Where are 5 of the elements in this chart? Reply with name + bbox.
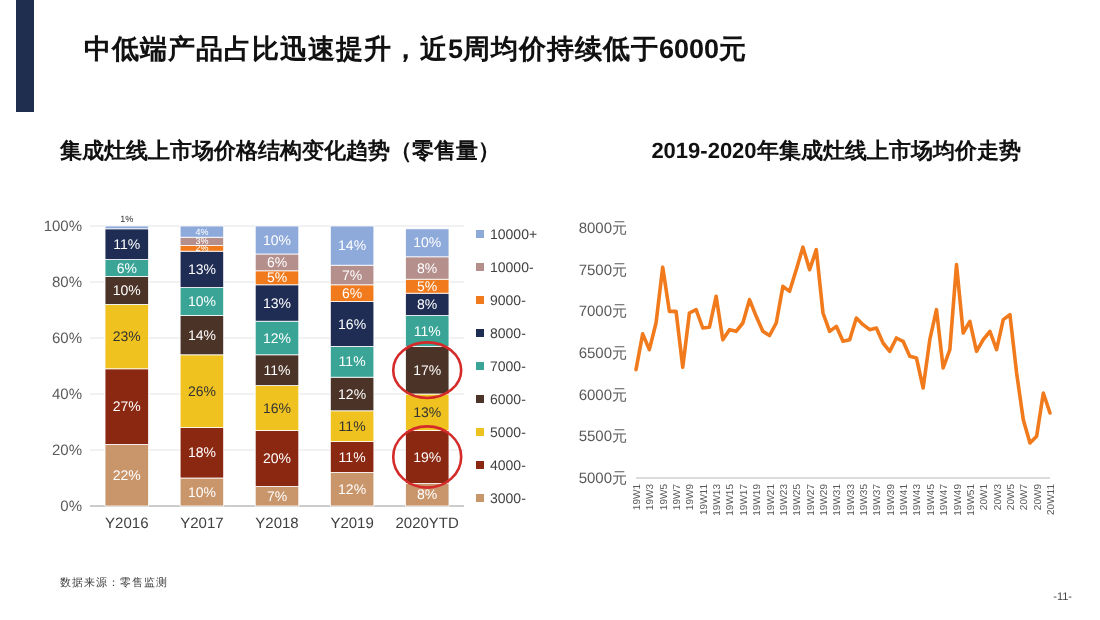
text: 中低端产品占比迅速提升，近5周均价持续低于6000元 bbox=[84, 32, 748, 64]
chart-title: 集成灶线上市场价格结构变化趋势（零售量） bbox=[58, 138, 500, 164]
bar bbox=[179, 225, 225, 238]
line-series bbox=[634, 245, 1052, 445]
chart-title: 2019-2020年集成灶线上市场均价走势 bbox=[651, 138, 1021, 164]
